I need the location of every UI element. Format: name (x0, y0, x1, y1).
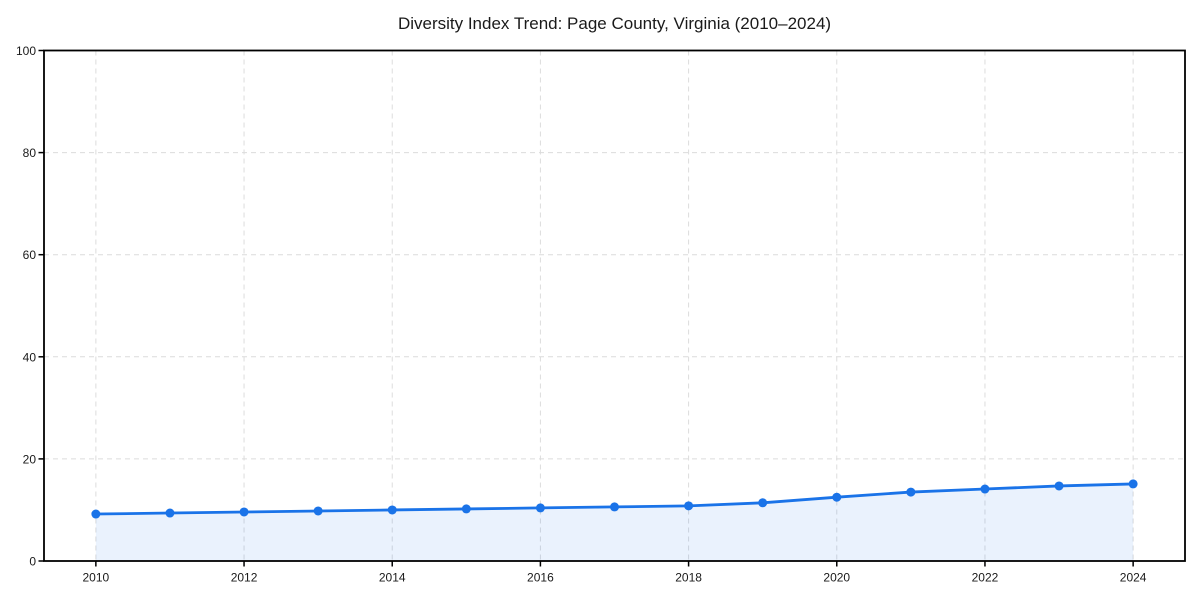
data-point-marker (684, 501, 694, 511)
y-tick-label: 20 (23, 452, 37, 466)
data-point-marker (461, 504, 471, 514)
y-gridlines (44, 50, 1185, 562)
y-tick-label: 40 (23, 350, 37, 364)
data-point-marker (91, 509, 101, 519)
x-gridlines (95, 50, 1134, 561)
data-point-marker (832, 492, 842, 502)
x-tick-label: 2016 (527, 571, 554, 585)
series-area (95, 483, 1134, 561)
y-tick-label: 100 (16, 44, 36, 58)
chart-title: Diversity Index Trend: Page County, Virg… (398, 14, 831, 33)
data-point-marker (165, 508, 175, 518)
data-point-marker (239, 507, 249, 517)
y-tick-label: 80 (23, 146, 37, 160)
axis-ticks (38, 49, 1134, 567)
y-tick-label: 0 (29, 555, 36, 569)
area-fill (95, 483, 1134, 561)
plot-frame (43, 49, 1186, 562)
y-tick-labels: 0 20 40 60 80 100 (16, 44, 36, 569)
data-point-marker (1128, 479, 1138, 489)
data-point-marker (313, 506, 323, 516)
x-tick-label: 2022 (972, 571, 999, 585)
x-tick-label: 2020 (823, 571, 850, 585)
data-point-marker (980, 484, 990, 494)
data-point-marker (610, 502, 619, 512)
x-tick-label: 2012 (231, 571, 258, 585)
data-point-marker (758, 498, 768, 508)
x-tick-labels: 2010 2012 2014 2016 2018 2020 2022 2024 (83, 571, 1147, 585)
data-point-marker (535, 503, 545, 513)
data-point-marker (387, 505, 397, 515)
data-point-marker (1054, 481, 1064, 491)
x-tick-label: 2024 (1120, 571, 1147, 585)
data-point-marker (906, 487, 916, 497)
y-tick-label: 60 (23, 248, 37, 262)
x-tick-label: 2014 (379, 571, 406, 585)
data-points (91, 479, 1138, 519)
x-tick-label: 2018 (675, 571, 702, 585)
x-tick-label: 2010 (83, 571, 110, 585)
